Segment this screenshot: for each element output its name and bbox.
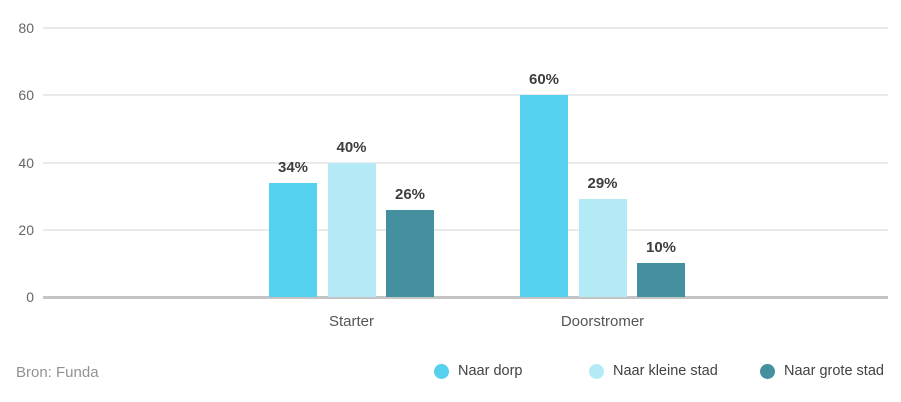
- y-tick-label-60: 60: [18, 87, 34, 104]
- value-label: 26%: [394, 185, 426, 203]
- category-label-doorstromer: Doorstromer: [560, 313, 645, 330]
- source-label: Bron: Funda: [16, 364, 99, 381]
- value-label: 34%: [277, 158, 309, 176]
- legend-item-naar-kleine-stad: Naar kleine stad: [589, 363, 718, 380]
- legend-label: Naar kleine stad: [613, 363, 718, 379]
- legend-item-naar-grote-stad: Naar grote stad: [760, 363, 884, 380]
- bar-starter-0: [269, 182, 317, 297]
- bar-doorstromer-2: [637, 263, 685, 297]
- category-label-starter: Starter: [328, 313, 374, 330]
- legend-dot-naar-kleine-stad: [589, 364, 604, 379]
- legend-label: Naar dorp: [458, 363, 523, 379]
- bar-starter-2: [386, 209, 434, 297]
- legend-dot-naar-grote-stad: [760, 364, 775, 379]
- value-label: 60%: [528, 71, 560, 89]
- legend-label: Naar grote stad: [784, 363, 884, 379]
- value-label: 40%: [336, 138, 367, 156]
- bar-doorstromer-0: [520, 95, 568, 297]
- legend-item-naar-dorp: Naar dorp: [434, 363, 522, 380]
- gridline-40: [43, 161, 888, 164]
- gridline-20: [43, 228, 888, 231]
- x-axis-line: [43, 296, 888, 299]
- y-tick-label-40: 40: [18, 154, 34, 171]
- gridline-80: [43, 27, 888, 29]
- value-label: 10%: [645, 239, 677, 257]
- y-tick-label-20: 20: [18, 221, 34, 238]
- gridline-60: [43, 94, 888, 97]
- bar-doorstromer-1: [578, 199, 627, 297]
- bar-starter-1: [327, 162, 376, 297]
- y-tick-label-80: 80: [18, 20, 34, 36]
- y-tick-label-0: 0: [26, 289, 34, 305]
- value-label: 29%: [587, 175, 618, 193]
- legend-dot-naar-dorp: [434, 364, 449, 379]
